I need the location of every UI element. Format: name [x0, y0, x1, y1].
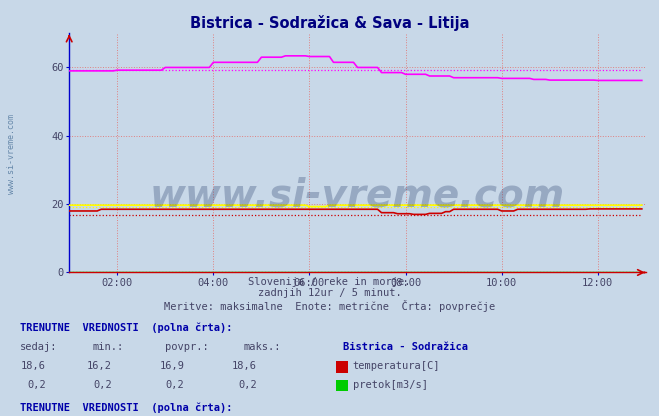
Text: 18,6: 18,6	[21, 361, 46, 371]
Text: 16,2: 16,2	[87, 361, 112, 371]
Text: 16,9: 16,9	[159, 361, 185, 371]
Text: Bistrica - Sodražica & Sava - Litija: Bistrica - Sodražica & Sava - Litija	[190, 15, 469, 30]
Text: 18,6: 18,6	[232, 361, 257, 371]
Text: temperatura[C]: temperatura[C]	[353, 361, 440, 371]
Text: 0,2: 0,2	[166, 380, 185, 390]
Text: sedaj:: sedaj:	[20, 342, 57, 352]
Text: www.si-vreme.com: www.si-vreme.com	[150, 177, 565, 215]
Text: TRENUTNE  VREDNOSTI  (polna črta):: TRENUTNE VREDNOSTI (polna črta):	[20, 403, 232, 413]
Text: www.si-vreme.com: www.si-vreme.com	[7, 114, 16, 194]
Text: TRENUTNE  VREDNOSTI  (polna črta):: TRENUTNE VREDNOSTI (polna črta):	[20, 322, 232, 333]
Text: pretok[m3/s]: pretok[m3/s]	[353, 380, 428, 390]
Text: min.:: min.:	[92, 342, 123, 352]
Text: 0,2: 0,2	[94, 380, 112, 390]
Text: zadnjih 12ur / 5 minut.: zadnjih 12ur / 5 minut.	[258, 288, 401, 298]
Text: Bistrica - Sodražica: Bistrica - Sodražica	[343, 342, 468, 352]
Text: povpr.:: povpr.:	[165, 342, 208, 352]
Text: 0,2: 0,2	[28, 380, 46, 390]
Text: maks.:: maks.:	[244, 342, 281, 352]
Text: Meritve: maksimalne  Enote: metrične  Črta: povprečje: Meritve: maksimalne Enote: metrične Črta…	[164, 300, 495, 312]
Text: 0,2: 0,2	[239, 380, 257, 390]
Text: Slovenija / reke in morje.: Slovenija / reke in morje.	[248, 277, 411, 287]
